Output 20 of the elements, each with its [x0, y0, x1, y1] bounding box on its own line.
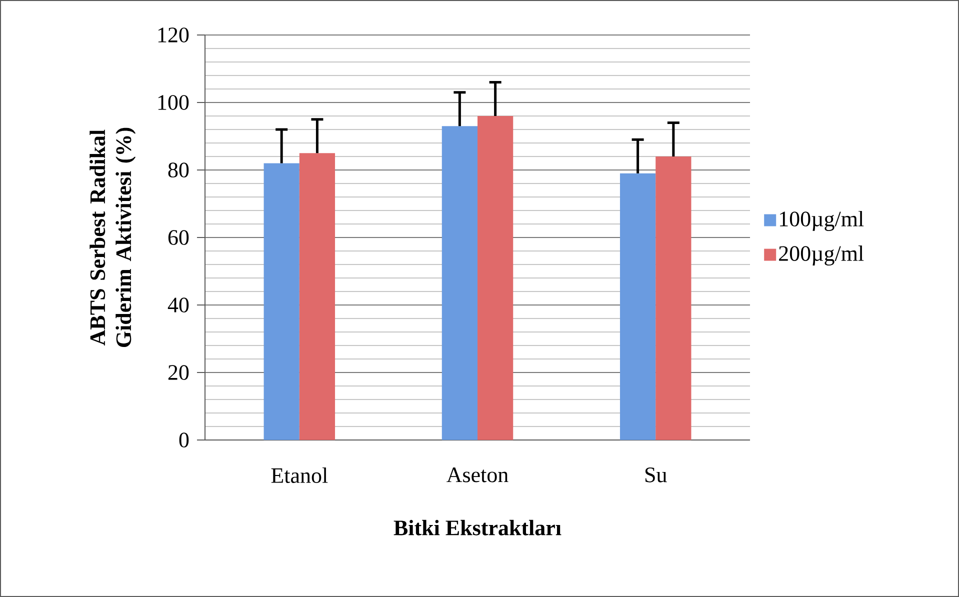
bar	[656, 156, 692, 440]
y-tick-label: 100	[158, 95, 189, 110]
y-tick-label: 0	[179, 432, 189, 448]
x-tick-label: Etanol	[271, 468, 328, 484]
bar	[478, 116, 514, 440]
y-tick-label: 80	[168, 162, 189, 178]
x-tick-label: Aseton	[446, 468, 508, 482]
x-tick-label: Su	[645, 468, 667, 482]
y-tick-label: 20	[168, 365, 189, 380]
legend-label: 100µg/ml	[780, 210, 864, 231]
y-tick-label: 40	[168, 298, 189, 312]
legend-label: 200µg/ml	[779, 245, 864, 266]
bar	[299, 153, 336, 440]
bar	[620, 173, 656, 440]
bar	[442, 126, 478, 440]
y-axis-title: ABTS Serbest Radikal Giderim Aktivitesi (%)	[90, 128, 136, 348]
y-tick-label: 60	[168, 230, 189, 245]
x-axis-title: Bitki Ekstraktları	[394, 520, 562, 536]
y-tick-label: 120	[158, 28, 189, 42]
bar	[264, 163, 300, 440]
